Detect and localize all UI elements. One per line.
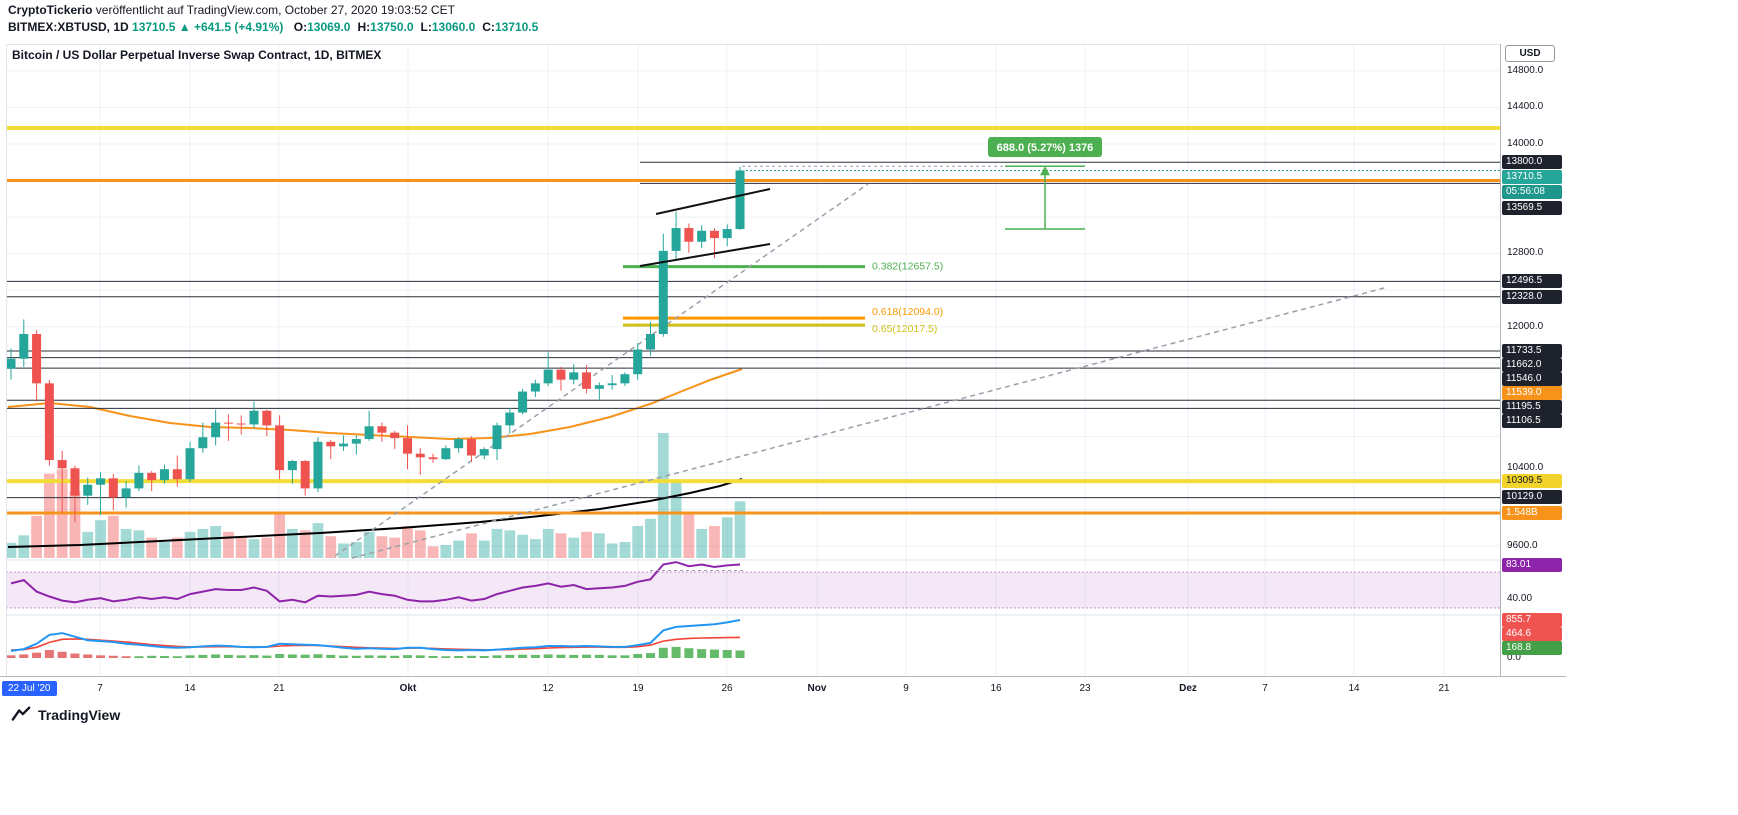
tradingview-logo-icon: [11, 706, 31, 721]
price-axis-label: 9600.0: [1507, 540, 1538, 551]
fib-retracement: 0.382(12657.5) 0.618(12094.0) 0.65(12017.5…: [623, 261, 943, 335]
price-badge: 05:56:08: [1502, 185, 1562, 199]
price-axis-label: 0.0: [1507, 652, 1521, 663]
symbol-bar: BITMEX:XBTUSD, 1D 13710.5 ▲ +641.5 (+4.9…: [8, 20, 538, 34]
time-axis[interactable]: 22 Jul '20 7 14 21 Okt 12 19 26 Nov 9 16 23 Dez 7 14 2…: [0, 676, 1566, 701]
black-ma-line: [7, 478, 743, 548]
price-axis-label: 12800.0: [1507, 247, 1544, 258]
time-axis-label: Okt: [399, 683, 417, 694]
ohlc-readout: O:13069.0 H:13750.0 L:13060.0 C:13710.5: [287, 20, 539, 34]
price-badge: 464.6: [1502, 627, 1562, 641]
price-badge: 13710.5: [1502, 170, 1562, 184]
time-axis-label: 12: [542, 683, 554, 694]
price-badge: 11106.5: [1502, 414, 1562, 428]
price-badge: 855.7: [1502, 613, 1562, 627]
currency-button[interactable]: USD: [1505, 45, 1555, 62]
time-axis-label: 21: [1438, 683, 1450, 694]
tradingview-footer[interactable]: TradingView: [10, 705, 120, 725]
byline-author: CryptoTickerio: [8, 3, 93, 17]
price-badge: 1.548B: [1502, 506, 1562, 520]
time-axis-label: 21: [273, 683, 285, 694]
ohlc-pair: L:13060.0: [420, 20, 476, 34]
ohlc-pair: O:13069.0: [293, 20, 351, 34]
time-axis-label: 16: [990, 683, 1002, 694]
oscillator-blue-line: [10, 619, 741, 652]
svg-text:0.382(12657.5): 0.382(12657.5): [872, 261, 943, 273]
price-axis-label: 12000.0: [1507, 321, 1544, 332]
flag-channel: [639, 188, 771, 267]
price-axis-label: 14000.0: [1507, 138, 1544, 149]
time-axis-label: Dez: [1179, 683, 1197, 694]
price-axis[interactable]: 14800.0 14400.0 14000.0 12800.0 12000.0 10400…: [1501, 0, 1567, 700]
time-axis-label: 14: [184, 683, 196, 694]
last-price: 13710.5: [132, 20, 176, 34]
candles: [6, 166, 745, 523]
chart-title: Bitcoin / US Dollar Perpetual Inverse Sw…: [12, 48, 382, 62]
rsi-band: [6, 571, 1500, 609]
price-axis-label: 14800.0: [1507, 65, 1544, 76]
measure-tool: 688.0 (5.27%) 1376: [742, 137, 1102, 230]
time-axis-label: Nov: [807, 683, 827, 694]
price-badge: 10129.0: [1502, 490, 1562, 504]
price-badge: 11195.5: [1502, 400, 1562, 414]
time-axis-label: 7: [1262, 683, 1268, 694]
up-arrow-icon: ▲: [178, 20, 191, 34]
svg-text:0.65(12017.5): 0.65(12017.5): [872, 323, 937, 335]
price-badge: 13569.5: [1502, 201, 1562, 215]
price-badge: 83.01: [1502, 558, 1562, 572]
oscillator-histogram: [6, 646, 745, 658]
price-badge: 12328.0: [1502, 290, 1562, 304]
ohlc-pair: H:13750.0: [357, 20, 414, 34]
price-badge: 11662.0: [1502, 358, 1562, 372]
tradingview-wordmark: TradingView: [38, 707, 121, 723]
price-badge: 12496.5: [1502, 274, 1562, 288]
time-axis-label: 26: [721, 683, 733, 694]
price-axis-label: 14400.0: [1507, 101, 1544, 112]
byline-text: veröffentlicht auf TradingView.com, Octo…: [92, 3, 455, 17]
time-axis-label: 7: [97, 683, 103, 694]
time-axis-label: 9: [903, 683, 909, 694]
price-badge: 11546.0: [1502, 372, 1562, 386]
time-axis-label: 23: [1079, 683, 1091, 694]
price-axis-label: 40.00: [1507, 593, 1533, 604]
price-badge: 13800.0: [1502, 155, 1562, 169]
chart-canvas[interactable]: 0.382(12657.5) 0.618(12094.0) 0.65(12017.5…: [6, 44, 1500, 676]
measure-label-box: [988, 137, 1102, 157]
symbol-name: BITMEX:XBTUSD, 1D: [8, 20, 129, 34]
price-badge: 10309.5: [1502, 474, 1562, 488]
price-axis-separator: [1500, 44, 1501, 677]
orange-ma-line: [7, 368, 743, 441]
svg-text:0.618(12094.0): 0.618(12094.0): [872, 306, 943, 318]
svg-text:688.0 (5.27%) 1376: 688.0 (5.27%) 1376: [997, 142, 1094, 154]
price-badge: 168.8: [1502, 641, 1562, 655]
first-bar-date-badge: 22 Jul '20: [2, 681, 57, 696]
rsi-line: [10, 561, 745, 604]
time-axis-label: 19: [632, 683, 644, 694]
dashed-trendlines: [334, 183, 1389, 559]
price-axis-label: 10400.0: [1507, 462, 1544, 473]
price-badge: 11539.0: [1502, 386, 1562, 400]
time-axis-label: 14: [1348, 683, 1360, 694]
horizontal-levels: [6, 126, 1500, 515]
price-badge: 11733.5: [1502, 344, 1562, 358]
ohlc-pair: C:13710.5: [482, 20, 539, 34]
price-change: +641.5 (+4.91%): [194, 20, 284, 34]
pane-separators: [6, 44, 1500, 676]
byline: CryptoTickerio veröffentlicht auf Tradin…: [8, 3, 455, 17]
